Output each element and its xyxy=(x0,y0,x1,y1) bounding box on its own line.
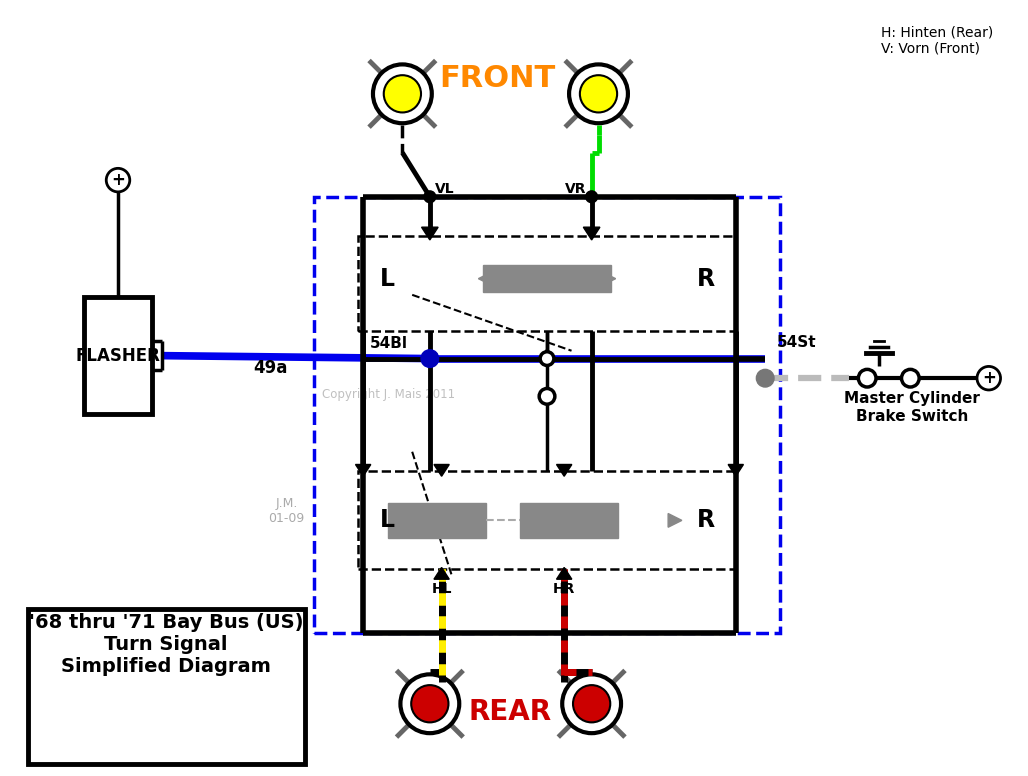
Text: 49a: 49a xyxy=(253,359,287,377)
Text: 54Bl: 54Bl xyxy=(370,336,408,352)
Text: H: Hinten (Rear)
V: Vorn (Front): H: Hinten (Rear) V: Vorn (Front) xyxy=(881,25,993,55)
Text: L: L xyxy=(380,508,395,532)
Polygon shape xyxy=(478,272,492,286)
Text: R: R xyxy=(697,508,715,532)
Text: '68 thru '71 Bay Bus (US)
Turn Signal
Simplified Diagram: '68 thru '71 Bay Bus (US) Turn Signal Si… xyxy=(29,612,303,676)
Bar xyxy=(483,265,611,293)
Text: HL: HL xyxy=(432,582,452,596)
Polygon shape xyxy=(556,567,572,579)
Circle shape xyxy=(383,75,421,113)
Circle shape xyxy=(573,685,611,722)
Circle shape xyxy=(539,389,555,404)
Text: +: + xyxy=(111,171,125,189)
Polygon shape xyxy=(434,567,449,579)
Bar xyxy=(28,608,305,764)
Circle shape xyxy=(586,191,597,203)
Bar xyxy=(520,503,618,538)
Text: FLASHER: FLASHER xyxy=(76,347,160,365)
Polygon shape xyxy=(668,514,682,527)
Text: FRONT: FRONT xyxy=(439,64,555,92)
Bar xyxy=(315,197,780,633)
Circle shape xyxy=(401,674,460,733)
Polygon shape xyxy=(728,465,743,476)
Bar xyxy=(388,503,486,538)
Polygon shape xyxy=(556,465,572,476)
Text: REAR: REAR xyxy=(469,698,552,726)
Circle shape xyxy=(106,168,130,192)
Circle shape xyxy=(421,350,439,367)
Circle shape xyxy=(562,674,621,733)
Bar xyxy=(83,296,152,414)
Polygon shape xyxy=(356,465,371,476)
Circle shape xyxy=(757,369,774,387)
Circle shape xyxy=(411,685,448,722)
Text: L: L xyxy=(380,267,395,291)
Circle shape xyxy=(902,369,919,387)
Text: Copyright J. Mais 2011: Copyright J. Mais 2011 xyxy=(322,388,455,401)
Bar xyxy=(358,471,736,570)
Text: HR: HR xyxy=(553,582,576,596)
Text: R: R xyxy=(697,267,715,291)
Text: +: + xyxy=(982,369,996,387)
Polygon shape xyxy=(602,272,616,286)
Text: 54St: 54St xyxy=(777,335,816,351)
Circle shape xyxy=(373,64,432,123)
Circle shape xyxy=(580,75,617,113)
Text: VR: VR xyxy=(565,182,587,196)
Polygon shape xyxy=(540,348,555,361)
Text: VL: VL xyxy=(435,182,454,196)
Polygon shape xyxy=(412,514,426,527)
Circle shape xyxy=(570,64,628,123)
Text: J.M.
01-09: J.M. 01-09 xyxy=(268,497,304,525)
Circle shape xyxy=(858,369,876,387)
Circle shape xyxy=(540,352,554,365)
Circle shape xyxy=(977,366,1000,390)
Polygon shape xyxy=(583,227,600,240)
Circle shape xyxy=(424,191,436,203)
Bar xyxy=(358,236,736,331)
Text: Master Cylinder
Brake Switch: Master Cylinder Brake Switch xyxy=(844,391,981,424)
Polygon shape xyxy=(434,465,449,476)
Polygon shape xyxy=(421,227,438,240)
